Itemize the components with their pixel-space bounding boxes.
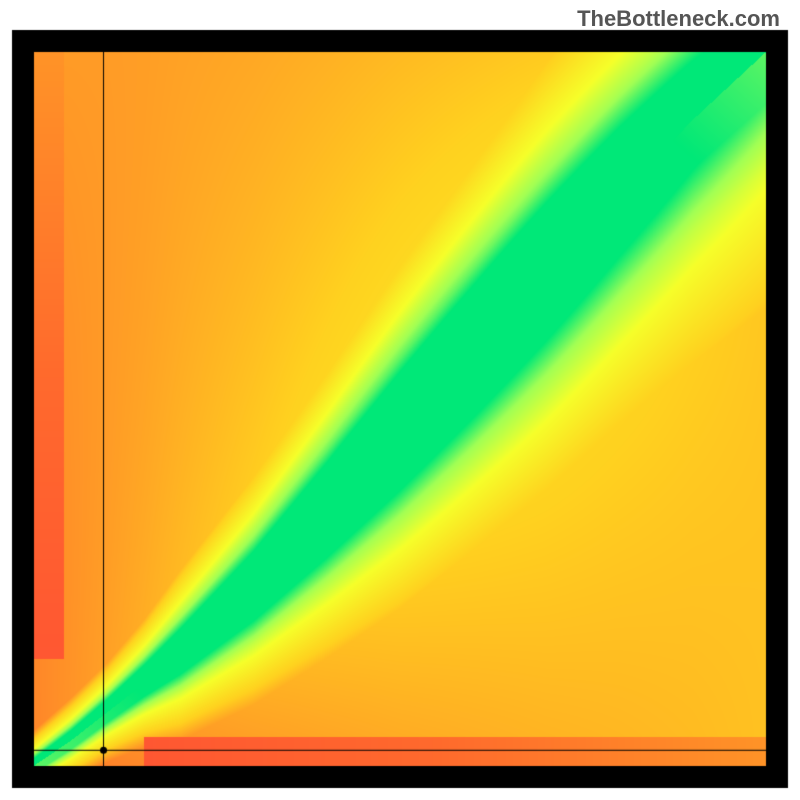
bottleneck-heatmap <box>0 0 800 800</box>
heatmap-canvas <box>0 0 800 800</box>
watermark: TheBottleneck.com <box>577 6 780 32</box>
